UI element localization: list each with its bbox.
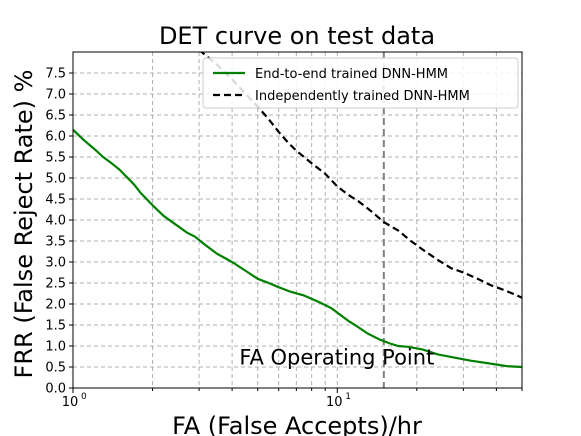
y-tick-label: 4.5 [45, 193, 66, 208]
legend-box [202, 57, 519, 109]
x-tick-label: 10 [62, 395, 79, 410]
x-tick-exponent: 0 [81, 392, 87, 402]
legend-label: Independently trained DNN-HMM [255, 89, 470, 104]
grid [73, 52, 522, 388]
x-axis-label: FA (False Accepts)/hr [172, 412, 422, 436]
x-axis-ticks: 10 0 10 1 [62, 388, 523, 410]
y-tick-label: 3.5 [45, 235, 66, 250]
y-tick-label: 7.5 [45, 67, 66, 82]
y-tick-label: 4.0 [45, 214, 66, 229]
y-tick-label: 3.0 [45, 256, 66, 271]
y-tick-label: 6.5 [45, 109, 66, 124]
x-tick-label: 10 [326, 395, 343, 410]
x-tick-exponent: 1 [345, 392, 351, 402]
series-line-independent [199, 52, 522, 299]
series-line-end-to-end [73, 128, 522, 369]
y-tick-label: 2.0 [45, 298, 66, 313]
y-tick-label: 2.5 [45, 277, 66, 292]
y-axis-ticks: 0.0 0.5 1.0 1.5 2.0 2.5 3.0 3.5 4.0 4.5 5.0 5.5 6.0 6… [45, 67, 73, 397]
y-tick-label: 6.0 [45, 130, 66, 145]
y-tick-label: 1.5 [45, 319, 66, 334]
y-tick-label: 5.0 [45, 172, 66, 187]
y-tick-label: 7.0 [45, 88, 66, 103]
y-tick-label: 0.0 [45, 382, 66, 397]
legend-label: End-to-end trained DNN-HMM [255, 67, 448, 82]
chart-title: DET curve on test data [159, 22, 435, 50]
annotation-operating-point: FA Operating Point [239, 346, 434, 370]
legend: End-to-end trained DNN-HMM Independently … [202, 57, 519, 109]
annotations: FA Operating Point [239, 346, 434, 370]
y-tick-label: 1.0 [45, 340, 66, 355]
y-tick-label: 0.5 [45, 361, 66, 376]
y-axis-label: FRR (False Reject Rate) % [10, 70, 38, 379]
y-tick-label: 5.5 [45, 151, 66, 166]
